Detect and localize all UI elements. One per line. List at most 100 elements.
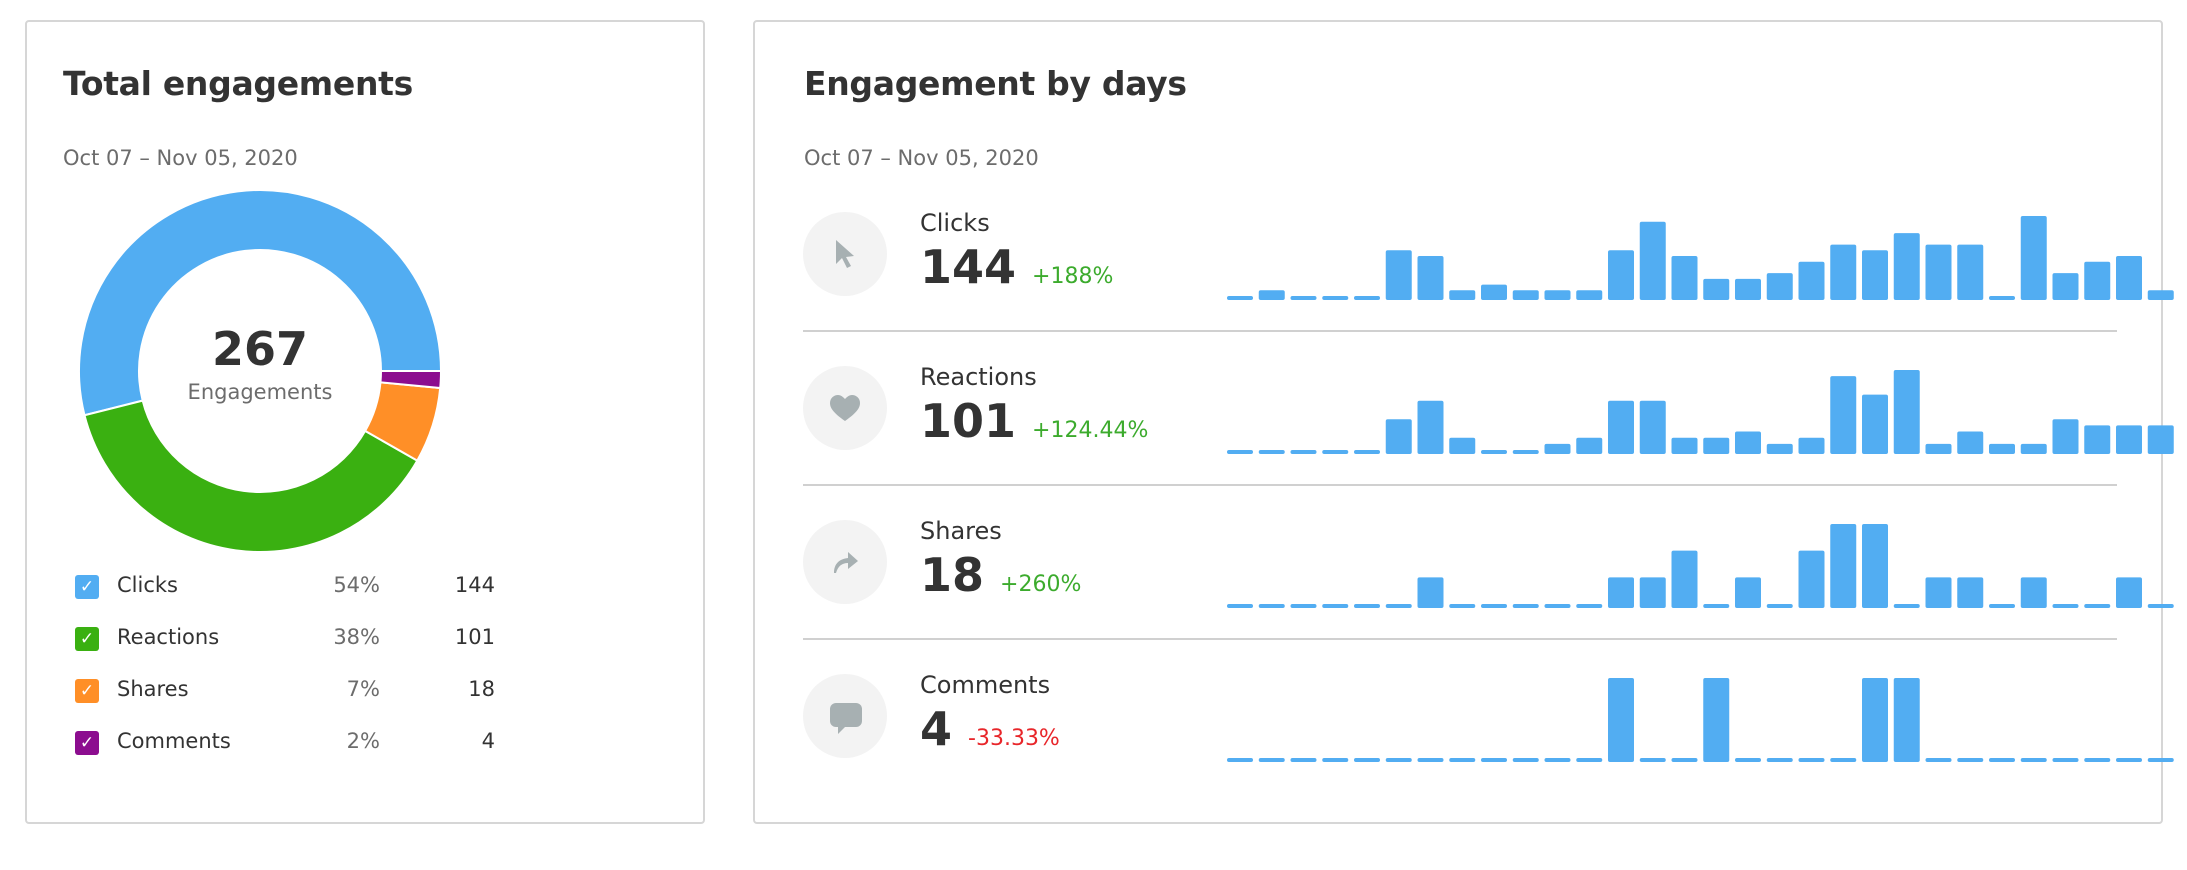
sparkline-bar[interactable]	[2147, 425, 2174, 454]
sparkline-bar[interactable]	[2084, 758, 2111, 762]
sparkline-bar[interactable]	[1290, 450, 1317, 454]
sparkline-bar[interactable]	[1735, 431, 1761, 454]
sparkline-bar[interactable]	[1989, 443, 2015, 454]
sparkline-bar[interactable]	[1830, 758, 1857, 762]
sparkline-bar[interactable]	[1957, 758, 1984, 762]
sparkline-bar[interactable]	[1957, 431, 1984, 454]
sparkline-bar[interactable]	[1608, 250, 1634, 300]
legend-item-shares[interactable]: ✓ Shares 7% 18	[75, 676, 495, 706]
sparkline-bar[interactable]	[2052, 604, 2079, 608]
sparkline-bar[interactable]	[1862, 678, 1888, 762]
sparkline-bar[interactable]	[1290, 758, 1317, 762]
sparkline-bar[interactable]	[1354, 604, 1380, 608]
sparkline-bar[interactable]	[1798, 437, 1825, 454]
sparkline-bar[interactable]	[1322, 604, 1349, 608]
sparkline-bar[interactable]	[1258, 450, 1285, 454]
sparkline-bar[interactable]	[1671, 437, 1698, 454]
sparkline-bar[interactable]	[2147, 758, 2174, 762]
sparkline-bar[interactable]	[1481, 450, 1507, 454]
sparkline-bar[interactable]	[1258, 290, 1285, 300]
sparkline-bar[interactable]	[1385, 419, 1412, 454]
sparkline-bar[interactable]	[1576, 437, 1603, 454]
sparkline-bar[interactable]	[2116, 425, 2142, 454]
sparkline-bar[interactable]	[1385, 604, 1412, 608]
sparkline-bar[interactable]	[1576, 758, 1603, 762]
sparkline-bar[interactable]	[1512, 290, 1539, 300]
sparkline-bar[interactable]	[1449, 604, 1476, 608]
sparkline-bar[interactable]	[1481, 604, 1507, 608]
sparkline-bar[interactable]	[1893, 233, 1920, 300]
sparkline-bar[interactable]	[2116, 758, 2142, 762]
sparkline-bar[interactable]	[1544, 443, 1571, 454]
sparkline-bar[interactable]	[1227, 450, 1253, 454]
sparkline-bar[interactable]	[1608, 577, 1634, 608]
sparkline-bar[interactable]	[1512, 450, 1539, 454]
sparkline-bar[interactable]	[1544, 290, 1571, 300]
donut-slice-reactions[interactable]	[83, 399, 419, 553]
sparkline-bar[interactable]	[1798, 758, 1825, 762]
sparkline-bar[interactable]	[2020, 577, 2047, 608]
sparkline-bar[interactable]	[1385, 250, 1412, 300]
sparkline-bar[interactable]	[1417, 400, 1444, 454]
sparkline-bar[interactable]	[1957, 244, 1984, 300]
sparkline-bar[interactable]	[1925, 244, 1952, 300]
sparkline-bar[interactable]	[1989, 296, 2015, 300]
sparkline-bar[interactable]	[1544, 758, 1571, 762]
sparkline-bar[interactable]	[1862, 524, 1888, 608]
sparkline-bar[interactable]	[1766, 443, 1793, 454]
sparkline-bar[interactable]	[1576, 604, 1603, 608]
sparkline-bar[interactable]	[2147, 290, 2174, 300]
sparkline-bar[interactable]	[1989, 604, 2015, 608]
sparkline-bar[interactable]	[1608, 678, 1634, 762]
sparkline-bar[interactable]	[2084, 425, 2111, 454]
sparkline-bar[interactable]	[1703, 437, 1730, 454]
sparkline-bar[interactable]	[1798, 261, 1825, 300]
sparkline-bar[interactable]	[1671, 550, 1698, 608]
sparkline-bar[interactable]	[1925, 758, 1952, 762]
sparkline-bar[interactable]	[1354, 450, 1380, 454]
donut-slice-comments[interactable]	[379, 370, 443, 390]
sparkline-bar[interactable]	[2020, 758, 2047, 762]
checkbox-checked-icon[interactable]: ✓	[75, 731, 99, 755]
sparkline-bar[interactable]	[1512, 758, 1539, 762]
sparkline-bar[interactable]	[1322, 450, 1349, 454]
legend-item-reactions[interactable]: ✓ Reactions 38% 101	[75, 624, 495, 654]
sparkline-bar[interactable]	[1354, 296, 1380, 300]
sparkline-bar[interactable]	[1417, 577, 1444, 608]
sparkline-bar[interactable]	[1449, 437, 1476, 454]
sparkline-bar[interactable]	[2052, 758, 2079, 762]
sparkline-bar[interactable]	[2052, 273, 2079, 300]
sparkline-bar[interactable]	[1703, 604, 1730, 608]
sparkline-bar[interactable]	[1735, 278, 1761, 300]
sparkline-bar[interactable]	[1576, 290, 1603, 300]
sparkline-bar[interactable]	[1703, 278, 1730, 300]
sparkline-bar[interactable]	[1830, 524, 1857, 608]
sparkline-bar[interactable]	[1893, 678, 1920, 762]
checkbox-checked-icon[interactable]: ✓	[75, 575, 99, 599]
sparkline-bar[interactable]	[1608, 400, 1634, 454]
sparkline-bar[interactable]	[1925, 577, 1952, 608]
sparkline-bar[interactable]	[1830, 376, 1857, 454]
sparkline-bar[interactable]	[1417, 256, 1444, 300]
sparkline-bar[interactable]	[1258, 758, 1285, 762]
sparkline-bar[interactable]	[1862, 394, 1888, 454]
checkbox-checked-icon[interactable]: ✓	[75, 679, 99, 703]
sparkline-bar[interactable]	[1544, 604, 1571, 608]
sparkline-bar[interactable]	[1703, 678, 1730, 762]
sparkline-bar[interactable]	[1639, 758, 1666, 762]
sparkline-bar[interactable]	[1735, 758, 1761, 762]
sparkline-bar[interactable]	[2116, 577, 2142, 608]
sparkline-bar[interactable]	[2084, 261, 2111, 300]
legend-item-clicks[interactable]: ✓ Clicks 54% 144	[75, 572, 495, 602]
sparkline-bar[interactable]	[1227, 758, 1253, 762]
sparkline-bar[interactable]	[2116, 256, 2142, 300]
sparkline-bar[interactable]	[1766, 273, 1793, 300]
sparkline-bar[interactable]	[1893, 604, 1920, 608]
sparkline-bar[interactable]	[1671, 758, 1698, 762]
checkbox-checked-icon[interactable]: ✓	[75, 627, 99, 651]
sparkline-bar[interactable]	[1417, 758, 1444, 762]
sparkline-bar[interactable]	[1766, 758, 1793, 762]
sparkline-bar[interactable]	[1449, 758, 1476, 762]
sparkline-bar[interactable]	[1957, 577, 1984, 608]
sparkline-bar[interactable]	[1322, 758, 1349, 762]
